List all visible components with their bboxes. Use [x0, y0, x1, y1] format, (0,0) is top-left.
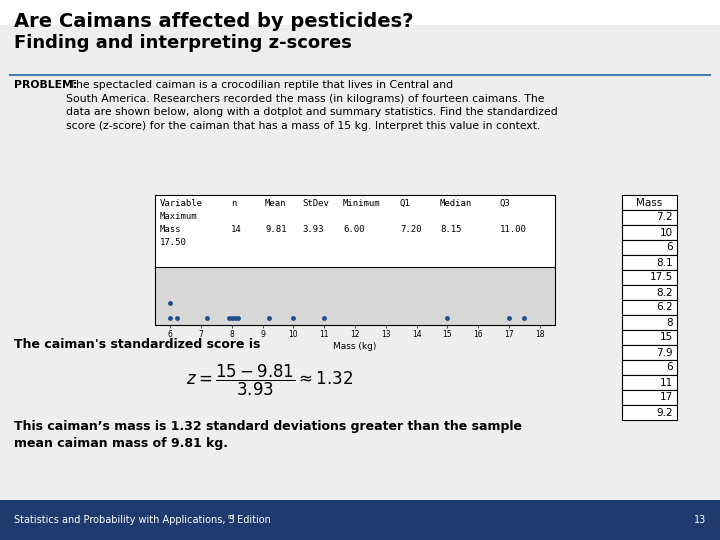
Bar	[155, 267, 555, 325]
Text: 8.15: 8.15	[440, 225, 462, 234]
Bar	[0, 0, 720, 75]
Bar	[622, 285, 677, 300]
Text: 6.00: 6.00	[343, 225, 364, 234]
Text: StDev: StDev	[302, 199, 329, 208]
Text: 6: 6	[667, 242, 673, 253]
Text: 10: 10	[660, 227, 673, 238]
Text: Mean: Mean	[265, 199, 287, 208]
Text: 6.2: 6.2	[657, 302, 673, 313]
Text: Minimum: Minimum	[343, 199, 381, 208]
Text: Statistics and Probability with Applications, 3: Statistics and Probability with Applicat…	[14, 515, 235, 525]
Bar	[622, 330, 677, 345]
Text: n: n	[231, 199, 236, 208]
Bar	[622, 225, 677, 240]
Text: This caiman’s mass is 1.32 standard deviations greater than the sample
mean caim: This caiman’s mass is 1.32 standard devi…	[14, 420, 522, 450]
Bar	[622, 300, 677, 315]
Text: Maximum: Maximum	[160, 212, 197, 221]
Bar	[622, 240, 677, 255]
Text: 11: 11	[660, 377, 673, 388]
Bar	[155, 195, 555, 270]
Bar	[622, 345, 677, 360]
Bar	[622, 360, 677, 375]
Text: 9.2: 9.2	[657, 408, 673, 417]
Text: Mass: Mass	[160, 225, 181, 234]
Text: The spectacled caiman is a crocodilian reptile that lives in Central and
South A: The spectacled caiman is a crocodilian r…	[66, 80, 558, 131]
Text: $z = \dfrac{15 - 9.81}{3.93} \approx 1.32$: $z = \dfrac{15 - 9.81}{3.93} \approx 1.3…	[186, 363, 354, 398]
Bar	[0, 500, 720, 540]
Bar	[622, 405, 677, 420]
Text: 11.00: 11.00	[500, 225, 527, 234]
Text: Edition: Edition	[234, 515, 271, 525]
Text: 17.5: 17.5	[649, 273, 673, 282]
Bar	[0, 25, 720, 490]
Text: rd: rd	[227, 514, 234, 520]
Text: 7.9: 7.9	[657, 348, 673, 357]
Text: 17.50: 17.50	[160, 238, 187, 247]
Text: 9.81: 9.81	[265, 225, 287, 234]
Text: 7.2: 7.2	[657, 213, 673, 222]
Bar	[622, 375, 677, 390]
Text: Q3: Q3	[500, 199, 510, 208]
Text: PROBLEM:: PROBLEM:	[14, 80, 77, 90]
Text: 3.93: 3.93	[302, 225, 323, 234]
Bar	[622, 255, 677, 270]
Text: 15: 15	[660, 333, 673, 342]
Text: Are Caimans affected by pesticides?: Are Caimans affected by pesticides?	[14, 12, 413, 31]
Text: 8.1: 8.1	[657, 258, 673, 267]
Bar	[622, 315, 677, 330]
Text: Median: Median	[440, 199, 472, 208]
Text: Mass: Mass	[636, 198, 662, 207]
Text: Variable: Variable	[160, 199, 203, 208]
Bar	[622, 390, 677, 405]
Bar	[622, 270, 677, 285]
Bar	[622, 195, 677, 210]
Text: 8: 8	[667, 318, 673, 327]
Text: 6: 6	[667, 362, 673, 373]
Text: 13: 13	[694, 515, 706, 525]
Bar	[622, 210, 677, 225]
Text: Finding and interpreting z-scores: Finding and interpreting z-scores	[14, 34, 352, 52]
Text: 17: 17	[660, 393, 673, 402]
Text: 7.20: 7.20	[400, 225, 421, 234]
Text: Q1: Q1	[400, 199, 410, 208]
Text: 8.2: 8.2	[657, 287, 673, 298]
Text: 14: 14	[231, 225, 242, 234]
Text: The caiman's standardized score is: The caiman's standardized score is	[14, 338, 261, 351]
X-axis label: Mass (kg): Mass (kg)	[333, 342, 377, 350]
